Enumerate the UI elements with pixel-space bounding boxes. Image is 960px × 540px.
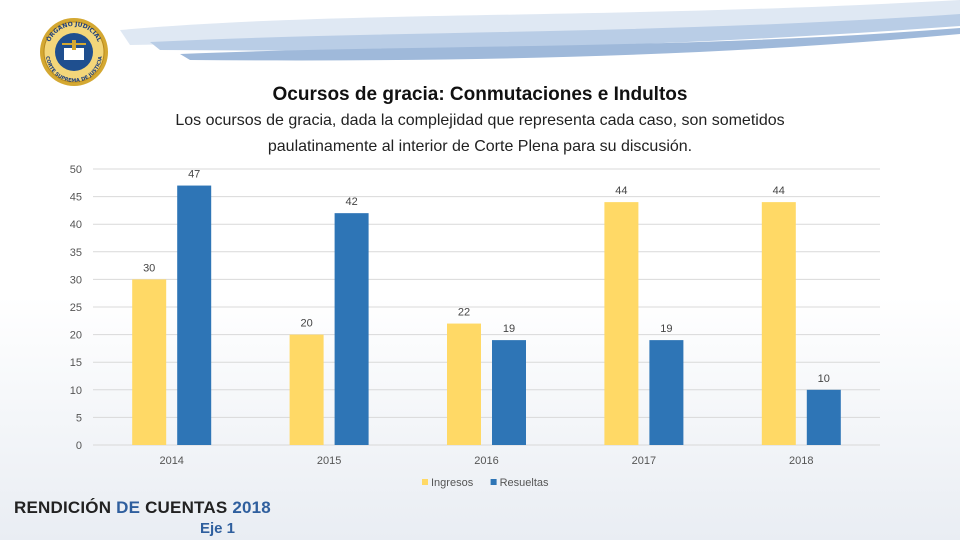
- data-label: 44: [615, 185, 627, 197]
- data-label: 22: [458, 307, 470, 319]
- data-label: 44: [773, 185, 785, 197]
- y-tick-label: 10: [70, 385, 82, 397]
- y-tick-label: 15: [70, 357, 82, 369]
- chart-subtitle: Los ocursos de gracia, dada la complejid…: [175, 112, 785, 155]
- legend-swatch-resueltas: [490, 479, 497, 485]
- data-label: 30: [143, 262, 155, 274]
- chart-title: Ocursos de gracia: Conmutaciones e Indul…: [272, 84, 688, 105]
- y-tick-label: 50: [70, 164, 82, 176]
- data-label: 42: [345, 196, 357, 208]
- eje-label: Eje 1: [200, 520, 236, 537]
- y-tick-label: 45: [70, 192, 82, 204]
- data-label: 20: [300, 318, 312, 330]
- data-label: 19: [660, 323, 672, 335]
- bar-ingresos-2016: [447, 323, 481, 445]
- y-tick-label: 40: [70, 219, 82, 231]
- bar-resueltas-2015: [334, 213, 369, 445]
- court-seal-logo: ÓRGANO JUDICIAL CORTE SUPREMA DE JUSTICI…: [38, 16, 110, 88]
- y-tick-label: 25: [70, 302, 82, 314]
- bar-chart: 0 5 10 15 20 25 30 35 40 45 50 30 47 2014 20 42 2015 22 19…: [70, 164, 880, 489]
- y-tick-label: 35: [70, 247, 82, 259]
- bar-resueltas-2017: [649, 340, 684, 445]
- brand-word-de: DE: [116, 498, 146, 517]
- y-tick-label: 30: [70, 274, 82, 286]
- brand-word-year: 2018: [232, 498, 271, 517]
- x-tick-label: 2017: [632, 455, 656, 467]
- bar-ingresos-2015: [289, 334, 324, 445]
- bar-ingresos-2017: [604, 202, 639, 445]
- x-tick-label: 2014: [159, 455, 183, 467]
- data-label: 19: [503, 323, 515, 335]
- y-tick-label: 5: [76, 412, 82, 424]
- data-label: 47: [188, 169, 200, 181]
- brand-word-cuentas: CUENTAS: [145, 498, 233, 517]
- rendicion-de-cuentas-brand: RENDICIÓN DE CUENTAS 2018: [14, 498, 271, 518]
- bar-resueltas-2016: [492, 340, 526, 445]
- x-tick-label: 2015: [317, 455, 341, 467]
- data-label: 10: [818, 373, 830, 385]
- bar-ingresos-2014: [132, 279, 167, 445]
- x-tick-label: 2016: [474, 455, 498, 467]
- legend-label-ingresos: Ingresos: [431, 477, 474, 489]
- brand-word-rendicion: RENDICIÓN: [14, 498, 117, 517]
- legend-label-resueltas: Resueltas: [500, 477, 549, 489]
- bar-ingresos-2018: [761, 202, 796, 445]
- bar-resueltas-2018: [806, 389, 841, 445]
- bar-resueltas-2014: [177, 185, 212, 445]
- legend-swatch-ingresos: [422, 479, 428, 485]
- y-tick-label: 0: [76, 440, 82, 452]
- x-tick-label: 2018: [789, 455, 813, 467]
- header-swoosh-decoration: [120, 0, 960, 61]
- y-tick-label: 20: [70, 330, 82, 342]
